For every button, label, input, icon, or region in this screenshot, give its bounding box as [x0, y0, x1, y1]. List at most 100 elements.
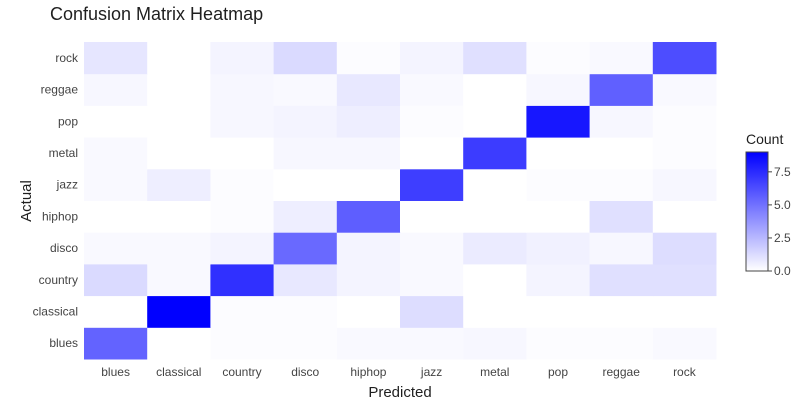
heatmap-cell-disco-pop [526, 232, 591, 265]
colorbar-gradient [745, 151, 769, 272]
heatmap-cell-metal-classical [147, 137, 211, 170]
heatmap-cell-metal-jazz [400, 137, 464, 170]
y-axis-ticks: blues classical country disco hiphop jazz meta… [33, 51, 79, 350]
heatmap-cell-hiphop-country [210, 200, 275, 233]
y-tick-hiphop: hiphop [42, 209, 78, 223]
heatmap-cell-metal-pop [526, 137, 591, 170]
heatmap-cell-country-classical [147, 263, 211, 297]
heatmap-cell-rock-pop [526, 42, 591, 75]
heatmap-cell-reggae-hiphop [336, 73, 401, 106]
x-tick-rock: rock [673, 365, 697, 379]
heatmap-cell-disco-metal [463, 232, 527, 265]
heatmap-cell-hiphop-hiphop [336, 200, 401, 233]
colorbar-title: Count [746, 131, 783, 147]
heatmap-cell-hiphop-reggae [589, 200, 654, 233]
heatmap-cell-jazz-rock [652, 168, 717, 201]
x-tick-metal: metal [480, 365, 509, 379]
x-tick-hiphop: hiphop [350, 365, 386, 379]
heatmap-cell-disco-blues [84, 232, 148, 265]
x-tick-blues: blues [101, 365, 130, 379]
heatmap-cell-hiphop-rock [652, 200, 717, 233]
heatmap-cell-pop-pop [526, 105, 591, 138]
x-tick-disco: disco [291, 365, 319, 379]
heatmap-cell-metal-reggae [589, 137, 654, 170]
heatmap-cell-classical-disco [273, 295, 338, 328]
heatmap-cell-blues-rock [652, 327, 717, 360]
heatmap-cell-jazz-disco [273, 168, 338, 201]
heatmap-cell-rock-blues [84, 42, 148, 75]
colorbar: Count 0.0 2.5 5.0 7.5 [745, 131, 791, 278]
heatmap-cell-disco-country [210, 232, 275, 265]
y-tick-country: country [39, 273, 78, 287]
heatmap-cell-jazz-metal [463, 168, 527, 201]
heatmap-cell-pop-disco [273, 105, 338, 138]
x-axis-ticks: blues classical country disco hiphop jazz meta… [101, 365, 696, 379]
heatmap-cell-metal-disco [273, 137, 338, 170]
heatmap-cell-rock-classical [147, 42, 211, 75]
heatmap-cell-rock-hiphop [336, 42, 401, 75]
heatmap-cell-country-rock [652, 263, 717, 297]
heatmap-cell-reggae-jazz [400, 73, 464, 106]
x-tick-reggae: reggae [603, 365, 641, 379]
heatmap-cell-reggae-blues [84, 73, 148, 106]
chart-title: Confusion Matrix Heatmap [50, 4, 263, 24]
heatmap-cell-country-reggae [589, 263, 654, 297]
heatmap-cell-blues-pop [526, 327, 591, 360]
heatmap-cell-pop-hiphop [336, 105, 401, 138]
heatmap-cell-pop-reggae [589, 105, 654, 138]
heatmap-cell-rock-rock [652, 42, 717, 75]
y-tick-metal: metal [49, 146, 78, 160]
y-tick-disco: disco [50, 241, 78, 255]
heatmap-cell-reggae-reggae [589, 73, 654, 106]
heatmap-cell-hiphop-classical [147, 200, 211, 233]
heatmap-cell-country-metal [463, 263, 527, 297]
heatmap-cell-country-hiphop [336, 263, 401, 297]
heatmap-cell-disco-jazz [400, 232, 464, 265]
heatmap-cell-hiphop-blues [84, 200, 148, 233]
colorbar-ticks: 0.0 2.5 5.0 7.5 [768, 165, 791, 278]
heatmap-cell-blues-classical [147, 327, 211, 360]
heatmap-cell-reggae-classical [147, 73, 211, 106]
heatmap-cell-reggae-metal [463, 73, 527, 106]
heatmap-cell-classical-rock [652, 295, 717, 328]
heatmap-cell-classical-pop [526, 295, 591, 328]
y-tick-pop: pop [58, 114, 78, 128]
heatmap-cell-pop-classical [147, 105, 211, 138]
heatmap-cell-jazz-pop [526, 168, 591, 201]
heatmap-cell-rock-jazz [400, 42, 464, 75]
heatmap-cell-disco-hiphop [336, 232, 401, 265]
heatmap-cell-pop-metal [463, 105, 527, 138]
heatmap-cell-hiphop-disco [273, 200, 338, 233]
heatmap-cell-rock-reggae [589, 42, 654, 75]
heatmap-cell-jazz-classical [147, 168, 211, 201]
heatmap-cell-classical-metal [463, 295, 527, 328]
heatmap-cell-jazz-blues [84, 168, 148, 201]
heatmap-cell-blues-jazz [400, 327, 464, 360]
y-tick-blues: blues [49, 336, 78, 350]
heatmap-cell-disco-rock [652, 232, 717, 265]
heatmap-cell-jazz-country [210, 168, 275, 201]
y-tick-jazz: jazz [56, 178, 78, 192]
y-tick-reggae: reggae [41, 83, 79, 97]
x-tick-jazz: jazz [420, 365, 442, 379]
heatmap-cell-disco-classical [147, 232, 211, 265]
heatmap-cell-hiphop-metal [463, 200, 527, 233]
heatmap-cell-jazz-jazz [400, 168, 464, 201]
heatmap-cell-blues-blues [84, 327, 148, 360]
heatmap-cell-metal-hiphop [336, 137, 401, 170]
heatmap-cell-classical-country [210, 295, 275, 328]
heatmap-cell-country-country [210, 263, 275, 297]
heatmap-cell-reggae-rock [652, 73, 717, 106]
y-tick-rock: rock [55, 51, 79, 65]
heatmap-cell-metal-country [210, 137, 275, 170]
heatmap-cell-classical-reggae [589, 295, 654, 328]
heatmap-cell-classical-jazz [400, 295, 464, 328]
heatmap-cells [84, 42, 717, 360]
colorbar-tick-label: 0.0 [774, 264, 791, 278]
heatmap-cell-rock-country [210, 42, 275, 75]
heatmap-cell-disco-disco [273, 232, 338, 265]
heatmap-cell-blues-country [210, 327, 275, 360]
colorbar-tick-label: 2.5 [774, 231, 791, 245]
